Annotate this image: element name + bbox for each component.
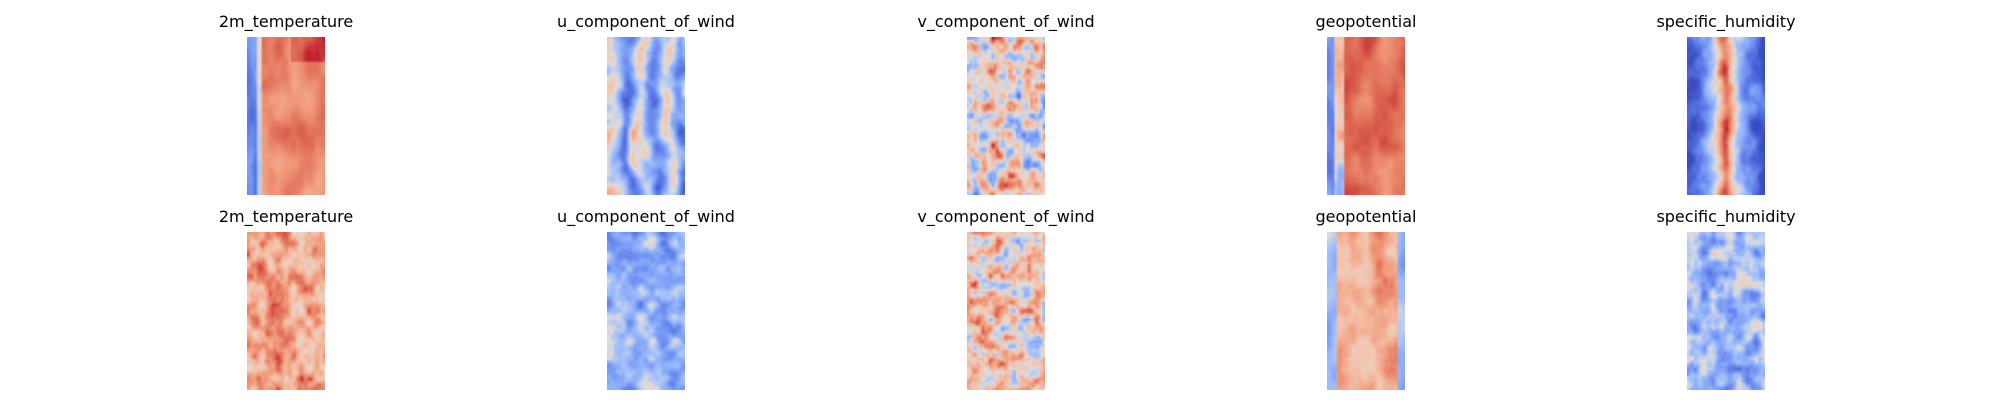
- panel-title: v_component_of_wind: [917, 207, 1095, 226]
- panel-title: v_component_of_wind: [917, 12, 1095, 31]
- heatmap-panel: [967, 232, 1045, 390]
- heatmap-panel: [247, 37, 325, 195]
- panel-title: 2m_temperature: [218, 207, 354, 226]
- panel-title: specific_humidity: [1656, 207, 1796, 226]
- panel-title: geopotential: [1315, 207, 1417, 226]
- heatmap-panel: [1687, 37, 1765, 195]
- heatmap-panel: [607, 232, 685, 390]
- heatmap-panel: [247, 232, 325, 390]
- heatmap-panel: [1327, 37, 1405, 195]
- heatmap-panel: [607, 37, 685, 195]
- panel-title: 2m_temperature: [218, 12, 354, 31]
- panel-title: specific_humidity: [1656, 12, 1796, 31]
- panel-title: u_component_of_wind: [557, 207, 735, 226]
- panel-title: geopotential: [1315, 12, 1417, 31]
- heatmap-panel: [1687, 232, 1765, 390]
- heatmap-panel: [1327, 232, 1405, 390]
- panel-title: u_component_of_wind: [557, 12, 735, 31]
- heatmap-panel: [967, 37, 1045, 195]
